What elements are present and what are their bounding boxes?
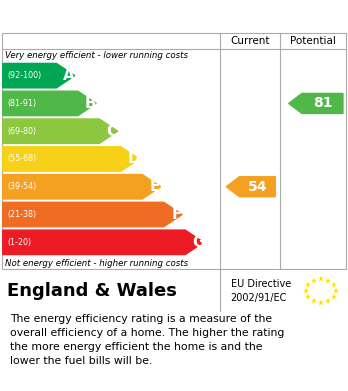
Text: 54: 54 <box>248 180 267 194</box>
Polygon shape <box>3 63 75 88</box>
Text: C: C <box>106 124 118 139</box>
Text: (1-20): (1-20) <box>7 238 31 247</box>
Text: E: E <box>150 179 160 194</box>
Text: F: F <box>172 207 182 222</box>
Polygon shape <box>3 91 96 116</box>
Text: EU Directive
2002/91/EC: EU Directive 2002/91/EC <box>231 279 291 303</box>
Text: The energy efficiency rating is a measure of the
overall efficiency of a home. T: The energy efficiency rating is a measur… <box>10 314 285 366</box>
Polygon shape <box>3 230 204 255</box>
Polygon shape <box>3 174 160 199</box>
Text: B: B <box>85 96 96 111</box>
Text: Energy Efficiency Rating: Energy Efficiency Rating <box>10 7 251 25</box>
Text: Potential: Potential <box>290 36 336 46</box>
Text: Current: Current <box>230 36 270 46</box>
Text: Not energy efficient - higher running costs: Not energy efficient - higher running co… <box>5 258 188 267</box>
Text: D: D <box>127 151 140 167</box>
Text: (69-80): (69-80) <box>7 127 36 136</box>
Text: (92-100): (92-100) <box>7 71 41 80</box>
Text: (21-38): (21-38) <box>7 210 36 219</box>
Polygon shape <box>226 177 275 197</box>
Polygon shape <box>289 93 343 113</box>
Text: A: A <box>63 68 75 83</box>
Text: G: G <box>192 235 204 250</box>
Text: England & Wales: England & Wales <box>7 282 177 300</box>
Polygon shape <box>3 202 182 227</box>
Text: (55-68): (55-68) <box>7 154 36 163</box>
Text: (39-54): (39-54) <box>7 182 36 191</box>
Polygon shape <box>3 147 139 171</box>
Text: Very energy efficient - lower running costs: Very energy efficient - lower running co… <box>5 51 188 60</box>
Polygon shape <box>3 119 118 143</box>
Text: 81: 81 <box>313 97 332 110</box>
Text: (81-91): (81-91) <box>7 99 36 108</box>
